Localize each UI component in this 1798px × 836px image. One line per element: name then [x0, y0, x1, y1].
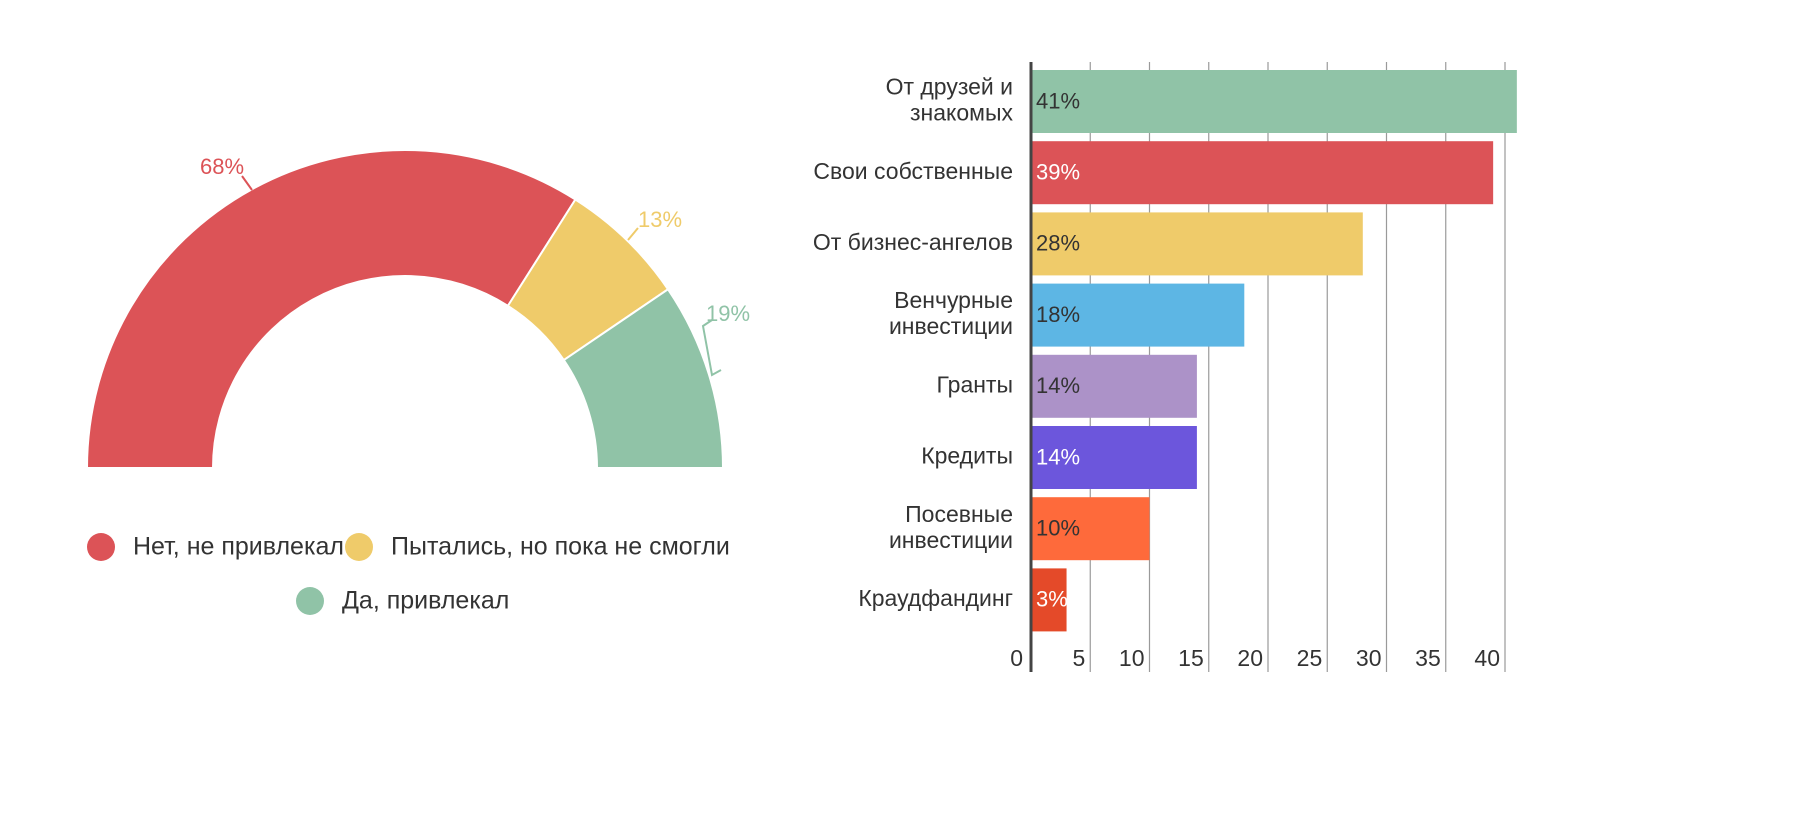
slice-label-leader: [241, 175, 253, 191]
category-label: От бизнес-ангелов: [813, 229, 1013, 255]
category-label: От друзей и: [886, 74, 1013, 100]
bar: [1031, 70, 1517, 133]
bar: [1031, 141, 1494, 205]
category-label: Краудфандинг: [858, 585, 1013, 611]
bar-value-label: 14%: [1036, 444, 1080, 469]
x-tick-label: 30: [1356, 645, 1382, 671]
bar-value-label: 28%: [1036, 231, 1080, 256]
category-label: инвестиции: [889, 527, 1013, 553]
x-tick-label: 35: [1415, 645, 1441, 671]
slice-label: 13%: [638, 207, 682, 232]
semi-donut-chart: 68% 13% 19% Нет, не привлекал Пытались, но п…: [85, 149, 750, 615]
x-tick-label: 15: [1178, 645, 1204, 671]
category-label: Гранты: [936, 371, 1013, 397]
x-tick-label: 40: [1474, 645, 1500, 671]
donut-slice-1: [85, 149, 577, 469]
legend-swatch: [345, 533, 373, 561]
bar: [1031, 212, 1363, 276]
category-label: Свои собственные: [813, 158, 1013, 184]
bar: [1031, 426, 1197, 489]
legend-label: Пытались, но пока не смогли: [391, 533, 730, 561]
legend-swatch: [87, 533, 115, 561]
legend-label: Да, привлекал: [342, 587, 509, 615]
bar-value-label: 10%: [1036, 516, 1080, 541]
slice-label: 19%: [706, 301, 750, 326]
legend-swatch: [296, 587, 324, 615]
bar: [1031, 568, 1067, 632]
x-tick-label: 5: [1072, 645, 1085, 671]
bar: [1031, 283, 1245, 347]
x-tick-label: 25: [1297, 645, 1323, 671]
category-label: инвестиции: [889, 313, 1013, 339]
x-tick-label: 0: [1010, 645, 1023, 671]
bar-value-label: 14%: [1036, 373, 1080, 398]
donut-slice-3: [562, 287, 725, 469]
slice-label: 68%: [200, 154, 244, 179]
x-tick-label: 20: [1237, 645, 1263, 671]
bar-value-label: 39%: [1036, 160, 1080, 185]
bar: [1031, 354, 1197, 418]
bar: [1031, 497, 1150, 561]
slice-label-leader: [701, 319, 722, 377]
bar-value-label: 3%: [1036, 587, 1068, 612]
category-label: Посевные: [905, 501, 1013, 527]
slice-label-leader: [627, 227, 639, 241]
category-label: Кредиты: [921, 443, 1013, 469]
category-label: Венчурные: [894, 287, 1013, 313]
legend-label: Нет, не привлекал: [133, 533, 344, 561]
bar-value-label: 18%: [1036, 302, 1080, 327]
x-tick-label: 10: [1119, 645, 1145, 671]
bar-value-label: 41%: [1036, 88, 1080, 113]
category-label: знакомых: [910, 100, 1013, 126]
